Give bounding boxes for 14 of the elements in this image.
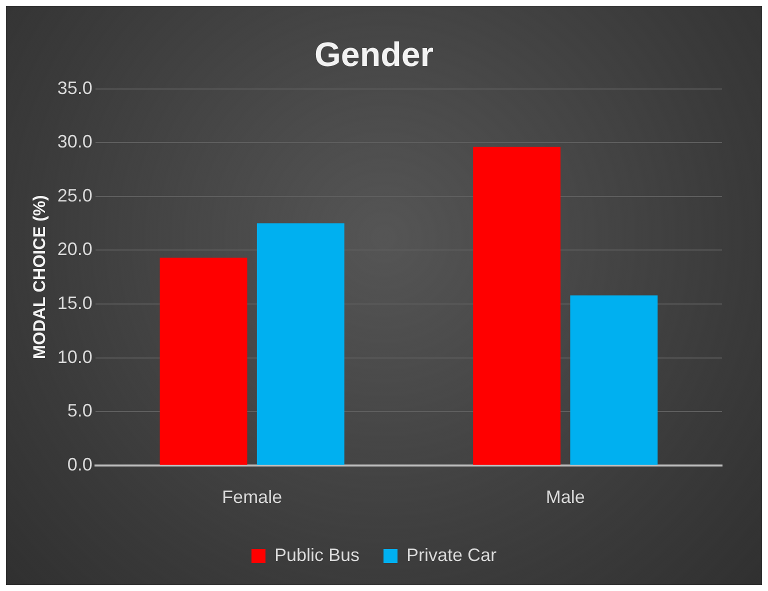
chart-title: Gender	[314, 36, 434, 74]
y-tick-label: 5.0	[67, 400, 92, 421]
y-tick-label: 35.0	[57, 78, 92, 98]
y-tick-label: 20.0	[57, 239, 92, 260]
legend-label: Private Car	[406, 544, 497, 565]
y-tick-label: 25.0	[57, 185, 92, 206]
y-tick-label: 0.0	[67, 454, 92, 474]
y-tick-label: 30.0	[57, 132, 92, 152]
x-tick-label: Male	[546, 487, 585, 508]
y-tick-label: 15.0	[57, 292, 92, 313]
x-tick-label: Female	[222, 487, 282, 508]
y-axis-title: MODAL CHOICE (%)	[30, 195, 49, 360]
y-tick-label: 10.0	[57, 346, 92, 367]
legend-label: Public Bus	[274, 544, 360, 565]
